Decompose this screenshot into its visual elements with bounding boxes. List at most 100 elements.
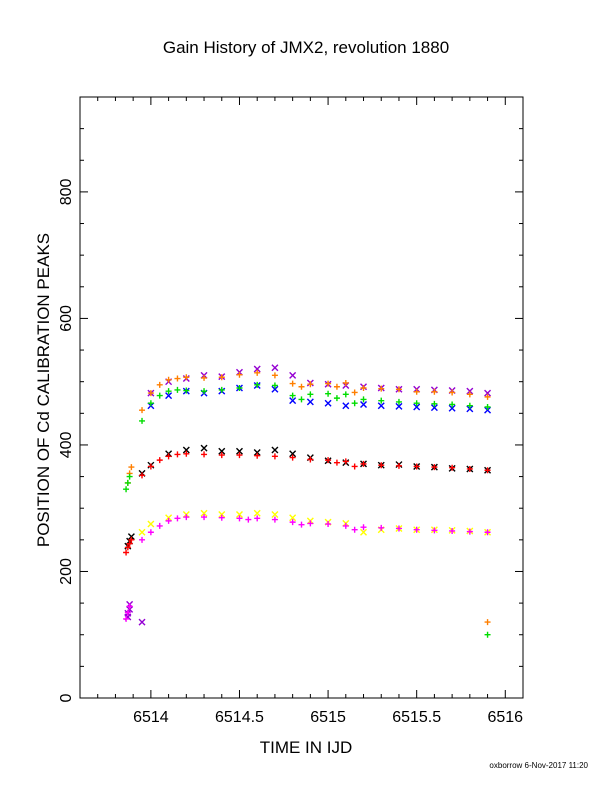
- data-point: [156, 381, 163, 388]
- series-group: [123, 450, 491, 556]
- data-point: [289, 371, 297, 379]
- data-point: [466, 405, 474, 413]
- data-point: [156, 457, 163, 464]
- data-point: [484, 389, 492, 397]
- data-point: [147, 390, 154, 397]
- data-point: [413, 388, 420, 395]
- series-group: [123, 514, 491, 622]
- data-point: [126, 473, 133, 480]
- data-point: [298, 396, 305, 403]
- data-point: [360, 385, 367, 392]
- data-point: [289, 514, 297, 522]
- data-point: [307, 381, 314, 388]
- y-tick-label: 200: [58, 558, 75, 585]
- data-point: [289, 380, 296, 387]
- series-group: [147, 381, 492, 414]
- data-point: [236, 371, 243, 378]
- data-point: [124, 609, 131, 616]
- data-point: [289, 454, 296, 461]
- axis-ticks: [79, 96, 524, 699]
- data-point: [325, 390, 332, 397]
- data-point: [342, 522, 349, 529]
- data-point: [431, 388, 438, 395]
- data-point: [128, 536, 135, 543]
- data-point: [413, 463, 420, 470]
- data-point: [307, 520, 314, 527]
- series-group: [124, 444, 492, 550]
- data-point: [128, 464, 135, 471]
- data-point: [289, 397, 297, 405]
- data-point: [351, 389, 358, 396]
- data-point: [236, 452, 243, 459]
- data-point: [431, 527, 438, 534]
- data-point: [165, 514, 173, 522]
- y-tick-label: 800: [58, 178, 75, 205]
- y-tick-label: 400: [58, 432, 75, 459]
- data-point: [342, 391, 349, 398]
- data-point: [360, 460, 367, 467]
- data-point: [360, 524, 367, 531]
- data-point: [289, 450, 297, 458]
- data-point: [139, 407, 146, 414]
- data-point: [139, 417, 146, 424]
- data-point: [342, 402, 350, 410]
- data-point: [307, 391, 314, 398]
- data-point: [200, 444, 208, 452]
- data-point: [351, 526, 358, 533]
- data-point: [124, 479, 131, 486]
- data-point: [254, 381, 261, 388]
- data-point: [448, 404, 456, 412]
- data-point: [271, 364, 279, 372]
- data-point: [201, 374, 208, 381]
- data-point: [138, 528, 146, 536]
- data-point: [298, 521, 305, 528]
- data-point: [253, 509, 261, 517]
- data-point: [124, 544, 131, 551]
- data-point: [289, 519, 296, 526]
- data-point: [413, 403, 421, 411]
- data-point: [126, 540, 133, 547]
- data-point: [183, 514, 190, 521]
- series-group: [123, 381, 491, 638]
- data-point: [218, 452, 225, 459]
- data-point: [306, 398, 314, 406]
- data-point: [466, 528, 473, 535]
- data-point: [395, 398, 402, 405]
- data-point: [165, 453, 172, 460]
- data-point: [127, 533, 135, 541]
- data-point: [307, 456, 314, 463]
- data-point: [378, 397, 385, 404]
- plot-frame: [79, 96, 524, 699]
- data-point: [218, 374, 225, 381]
- data-point: [200, 509, 208, 517]
- data-point: [254, 452, 261, 459]
- x-axis-label: TIME IN IJD: [260, 738, 353, 757]
- data-point: [183, 450, 190, 457]
- data-point: [333, 459, 340, 466]
- data-point: [413, 526, 420, 533]
- data-point: [174, 515, 181, 522]
- data-point: [218, 511, 226, 519]
- data-point: [431, 400, 438, 407]
- data-point: [466, 402, 473, 409]
- data-point: [333, 383, 340, 390]
- y-tick-label: 600: [58, 305, 75, 332]
- data-point: [378, 524, 385, 531]
- data-point: [325, 521, 332, 528]
- data-point: [484, 631, 491, 638]
- data-point: [325, 380, 332, 387]
- data-point: [236, 385, 243, 392]
- data-point: [395, 386, 402, 393]
- data-point: [298, 383, 305, 390]
- data-point: [218, 447, 226, 455]
- data-point: [395, 402, 403, 410]
- data-point: [201, 451, 208, 458]
- data-point: [484, 403, 491, 410]
- data-point: [254, 515, 261, 522]
- chart-title: Gain History of JMX2, revolution 1880: [163, 38, 449, 57]
- data-point: [378, 462, 385, 469]
- data-point: [138, 618, 146, 626]
- data-point: [413, 400, 420, 407]
- data-point: [165, 517, 172, 524]
